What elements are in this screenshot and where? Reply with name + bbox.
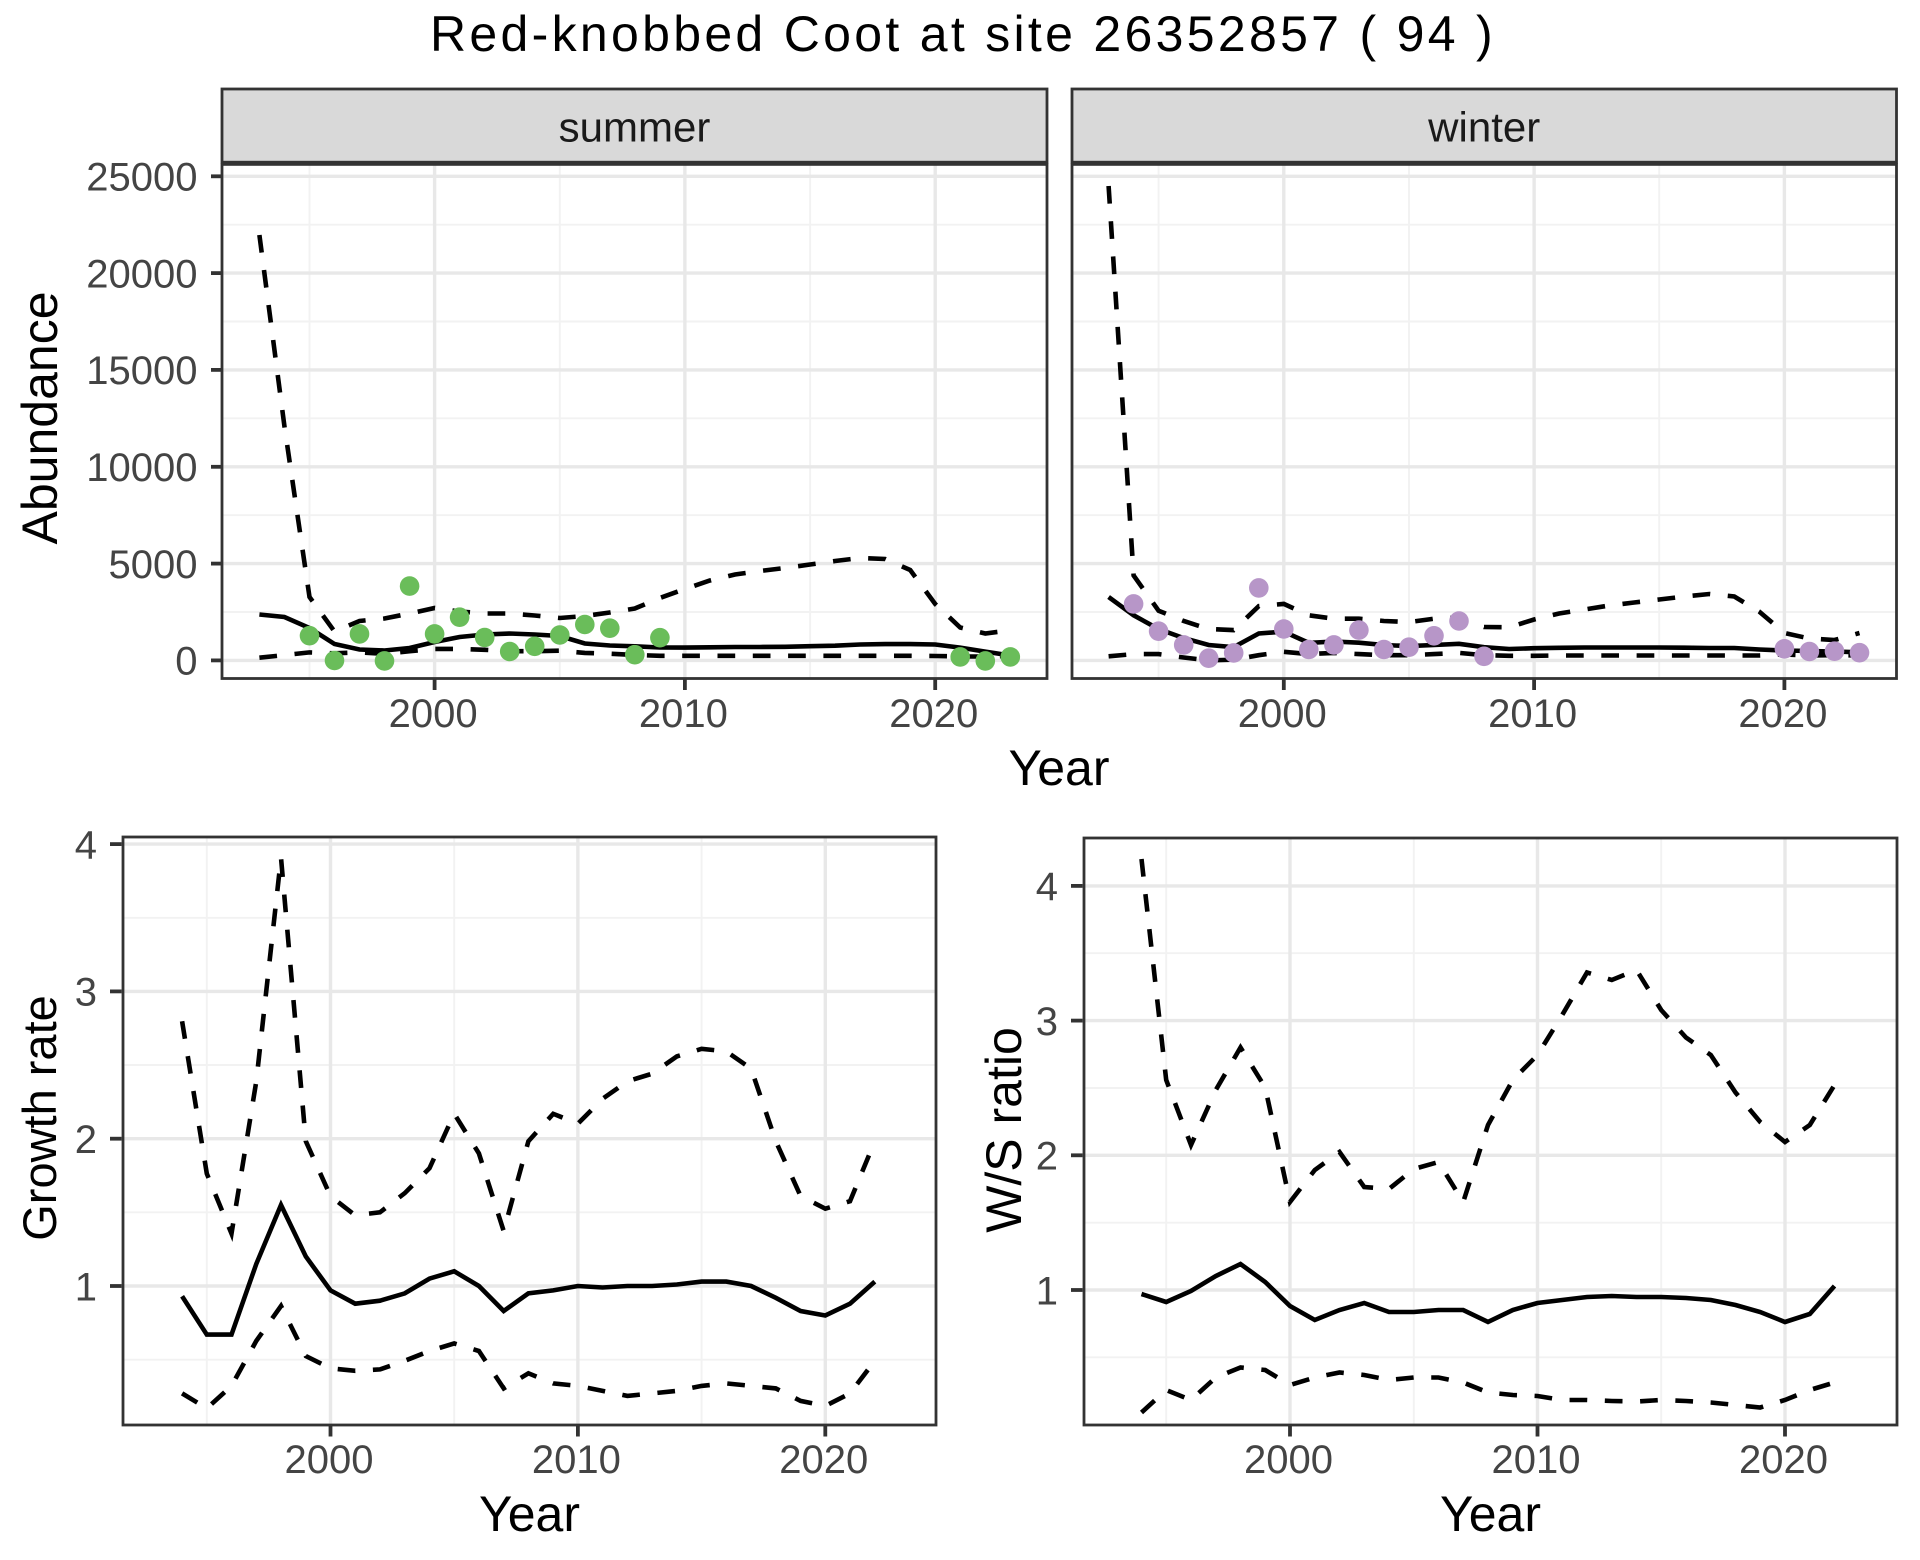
- svg-text:winter: winter: [1427, 104, 1540, 151]
- svg-text:2000: 2000: [389, 692, 478, 736]
- svg-text:1: 1: [75, 1265, 97, 1309]
- svg-text:2020: 2020: [1739, 1438, 1828, 1482]
- svg-text:5000: 5000: [109, 543, 198, 587]
- svg-text:2020: 2020: [779, 1438, 868, 1482]
- svg-text:2020: 2020: [1738, 692, 1827, 736]
- svg-text:3: 3: [1036, 1000, 1058, 1044]
- svg-text:2: 2: [1036, 1135, 1058, 1179]
- svg-text:Red-knobbed Coot at site 26352: Red-knobbed Coot at site 26352857 ( 94 ): [430, 6, 1496, 62]
- svg-text:2010: 2010: [639, 692, 728, 736]
- svg-text:0: 0: [175, 640, 197, 684]
- svg-text:2010: 2010: [1492, 1438, 1581, 1482]
- svg-text:4: 4: [1036, 865, 1058, 909]
- svg-text:2000: 2000: [285, 1438, 374, 1482]
- svg-text:summer: summer: [559, 104, 711, 151]
- svg-text:25000: 25000: [86, 156, 197, 200]
- svg-text:Year: Year: [479, 1486, 580, 1542]
- svg-text:Growth rate: Growth rate: [13, 995, 66, 1241]
- svg-text:2010: 2010: [1488, 692, 1577, 736]
- svg-text:W/S ratio: W/S ratio: [976, 1027, 1032, 1233]
- svg-text:15000: 15000: [86, 349, 197, 393]
- svg-text:1: 1: [1036, 1269, 1058, 1313]
- svg-text:20000: 20000: [86, 252, 197, 296]
- svg-text:10000: 10000: [86, 446, 197, 490]
- svg-text:2: 2: [75, 1118, 97, 1162]
- svg-text:2000: 2000: [1238, 692, 1327, 736]
- svg-text:Abundance: Abundance: [12, 291, 68, 544]
- svg-text:2010: 2010: [532, 1438, 621, 1482]
- svg-text:3: 3: [75, 971, 97, 1015]
- svg-text:2000: 2000: [1244, 1438, 1333, 1482]
- svg-text:2020: 2020: [889, 692, 978, 736]
- svg-text:Year: Year: [1008, 740, 1109, 796]
- svg-text:Year: Year: [1440, 1486, 1541, 1542]
- svg-text:4: 4: [75, 823, 97, 867]
